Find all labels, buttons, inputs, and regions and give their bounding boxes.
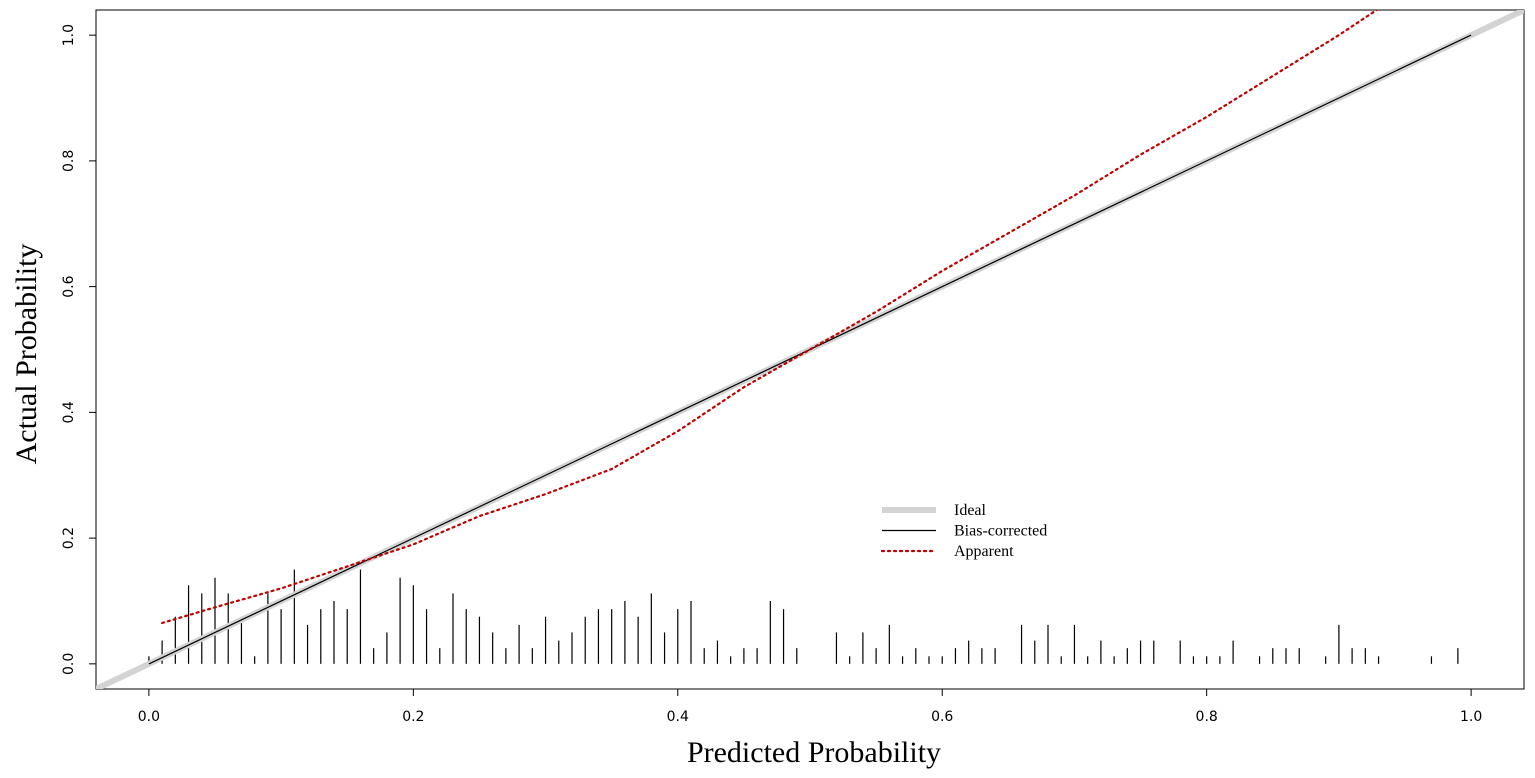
legend-label-bias-corrected: Bias-corrected <box>954 523 1047 540</box>
x-tick-label: 0.0 <box>138 709 160 725</box>
y-axis-title: Actual Probability <box>10 244 43 465</box>
y-tick-label: 0.4 <box>61 401 77 423</box>
legend-label-ideal: Ideal <box>954 502 987 519</box>
x-axis-title: Predicted Probability <box>687 736 941 769</box>
y-tick-label: 0.8 <box>61 150 77 172</box>
x-tick-label: 0.4 <box>667 709 689 725</box>
x-tick-label: 0.2 <box>402 709 424 725</box>
x-axis: 0.0 0.2 0.4 0.6 0.8 1.0 <box>138 688 1482 725</box>
y-tick-label: 0.2 <box>61 527 77 549</box>
y-tick-label: 0.6 <box>61 275 77 297</box>
legend: Ideal Bias-corrected Apparent <box>880 502 1047 560</box>
x-tick-label: 1.0 <box>1460 709 1482 725</box>
x-tick-label: 0.8 <box>1196 709 1218 725</box>
rug-marks <box>148 569 1459 664</box>
series-line-apparent <box>161 10 1379 625</box>
y-tick-label: 0.0 <box>61 653 77 675</box>
y-tick-label: 1.0 <box>61 24 77 46</box>
legend-label-apparent: Apparent <box>954 543 1014 560</box>
x-tick-label: 0.6 <box>931 709 953 725</box>
y-axis: 0.0 0.2 0.4 0.6 0.8 1.0 <box>61 24 97 675</box>
